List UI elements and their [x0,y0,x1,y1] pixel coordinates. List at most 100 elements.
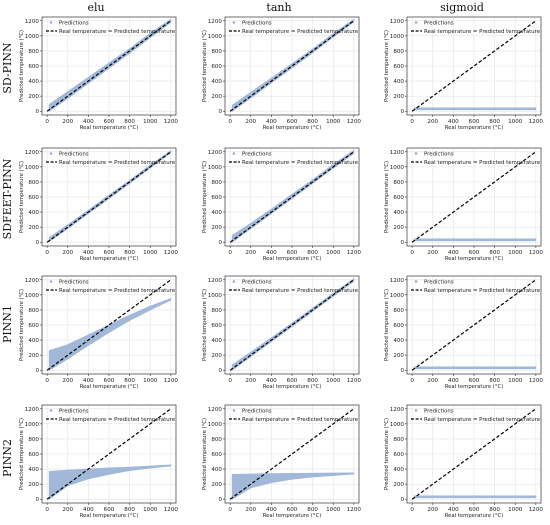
x-axis-label: Real temperature (°C) [263,384,322,390]
x-tick-label: 200 [62,507,73,513]
y-tick-label: 1200 [25,150,40,156]
legend-marker-predictions [414,280,418,283]
x-tick-label: 600 [104,378,115,384]
y-axis-label: Predicted temperature (°C) [384,418,390,490]
y-tick-label: 600 [211,195,222,201]
x-tick-label: 200 [62,250,73,256]
y-tick-label: 0 [400,497,404,503]
x-tick-label: 800 [124,507,135,513]
y-tick-label: 1000 [208,293,223,299]
y-tick-label: 0 [218,368,222,374]
x-tick-label: 0 [410,378,414,384]
y-axis-label: Predicted temperature (°C) [19,289,25,361]
y-tick-label: 1200 [25,19,40,25]
y-tick-label: 400 [28,338,39,344]
predictions-band [413,366,537,370]
legend: Predictions Real temperature = Predicted … [411,280,541,294]
x-tick-label: 1000 [508,378,523,384]
legend-label-predictions: Predictions [424,21,454,27]
y-tick-label: 200 [28,225,39,231]
x-tick-label: 600 [104,507,115,513]
y-tick-label: 1000 [208,165,223,171]
legend-marker-predictions [232,21,236,24]
x-axis-label: Real temperature (°C) [445,513,504,519]
ideal-line [46,408,172,500]
legend: Predictions Real temperature = Predicted … [411,21,541,35]
x-tick-label: 400 [448,378,459,384]
x-tick-label: 400 [266,378,277,384]
y-tick-label: 800 [393,180,404,186]
y-tick-label: 600 [28,64,39,70]
panel-sdfeet-pinn-sigmoid: 0 200 400 600 800 1000 1200 0 200 400 600 800 1000 12… [384,147,543,262]
ideal-line [46,20,172,112]
y-tick-label: 200 [28,482,39,488]
legend-label-ideal-line: Real temperature = Predicted temperature [59,417,176,423]
x-tick-label: 0 [410,507,414,513]
legend-label-ideal-line: Real temperature = Predicted temperature [242,288,359,294]
y-tick-label: 1000 [390,293,405,299]
legend-marker-predictions [414,152,418,155]
y-tick-label: 0 [218,240,222,246]
x-tick-label: 1000 [326,119,341,125]
column-title-sigmoid: sigmoid [440,1,484,14]
legend-marker-predictions [414,21,418,24]
y-tick-label: 200 [393,482,404,488]
predictions-band [48,464,172,501]
x-tick-label: 200 [245,507,256,513]
y-tick-label: 400 [393,210,404,216]
ideal-line [229,20,355,112]
x-tick-label: 1200 [529,378,544,384]
y-tick-label: 600 [28,323,39,329]
y-tick-label: 1000 [25,293,40,299]
panel-pinn1-tanh: 0 200 400 600 800 1000 1200 0 200 400 600 800 1000 12… [202,275,362,390]
y-tick-label: 800 [211,49,222,55]
x-tick-label: 1000 [143,250,158,256]
legend-label-predictions: Predictions [59,152,89,158]
legend: Predictions Real temperature = Predicted … [229,152,359,166]
x-tick-label: 1000 [508,507,523,513]
x-axis-label: Real temperature (°C) [263,125,322,131]
y-tick-label: 200 [393,94,404,100]
ideal-line [411,20,537,112]
legend-label-ideal-line: Real temperature = Predicted temperature [242,29,359,35]
y-tick-label: 400 [28,467,39,473]
x-tick-label: 1200 [347,378,362,384]
y-tick-label: 800 [393,308,404,314]
y-tick-label: 600 [393,64,404,70]
y-tick-label: 1000 [390,422,405,428]
x-tick-label: 400 [448,250,459,256]
x-tick-label: 200 [245,250,256,256]
legend-label-predictions: Predictions [424,152,454,158]
y-tick-label: 1200 [390,278,405,284]
y-tick-label: 200 [211,94,222,100]
y-tick-label: 800 [211,180,222,186]
x-tick-label: 200 [245,119,256,125]
ideal-line [229,151,355,243]
x-tick-label: 0 [228,507,232,513]
y-tick-label: 1200 [208,278,223,284]
panel-sd-pinn-sigmoid: 0 200 400 600 800 1000 1200 0 200 400 600 800 1000 12… [384,16,543,131]
y-tick-label: 0 [400,240,404,246]
x-tick-label: 1000 [143,119,158,125]
legend: Predictions Real temperature = Predicted … [411,152,541,166]
legend-label-predictions: Predictions [242,409,272,415]
x-tick-label: 600 [469,378,480,384]
x-tick-label: 600 [469,507,480,513]
y-axis-label: Predicted temperature (°C) [202,161,208,233]
x-tick-label: 800 [307,507,318,513]
x-tick-label: 1200 [347,507,362,513]
x-tick-label: 200 [62,378,73,384]
y-tick-label: 200 [393,353,404,359]
x-tick-label: 1200 [164,378,179,384]
x-tick-label: 1000 [508,119,523,125]
panel-sd-pinn-elu: 0 200 400 600 800 1000 1200 0 200 400 600 800 1000 12… [19,16,178,131]
y-tick-label: 1200 [208,407,223,413]
y-axis-label: Predicted temperature (°C) [384,30,390,102]
x-tick-label: 0 [228,250,232,256]
x-tick-label: 200 [245,378,256,384]
y-axis-label: Predicted temperature (°C) [19,161,25,233]
legend-marker-predictions [49,21,53,24]
predictions-band [413,107,537,111]
y-tick-label: 600 [28,195,39,201]
x-tick-label: 400 [448,507,459,513]
